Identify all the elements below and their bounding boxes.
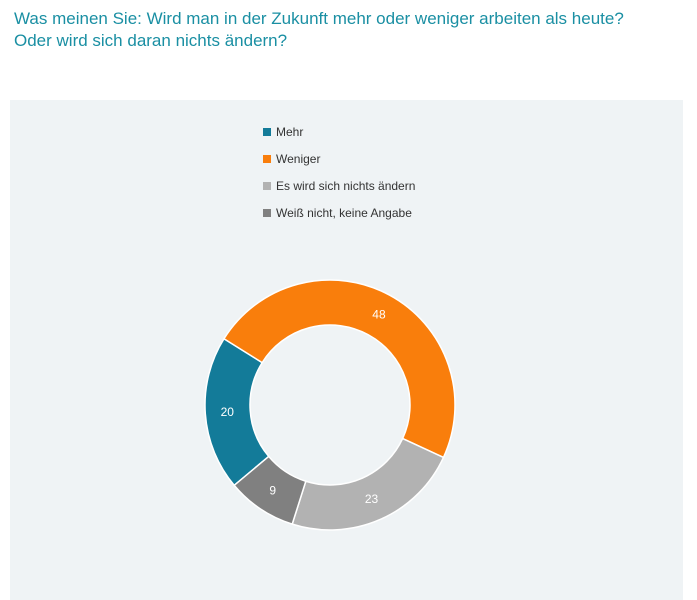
donut-labels: 20 48 23 9 <box>221 307 386 506</box>
legend-item-mehr: Mehr <box>263 118 415 145</box>
data-label-nichts-aendern: 23 <box>365 492 379 506</box>
data-label-weniger: 48 <box>372 307 386 321</box>
legend-item-weiss-nicht: Weiß nicht, keine Angabe <box>263 199 415 226</box>
legend-label-weniger: Weniger <box>276 151 321 166</box>
legend-label-nichts-aendern: Es wird sich nichts ändern <box>276 178 416 193</box>
legend: Mehr Weniger Es wird sich nichts ändern … <box>263 118 415 226</box>
donut-chart: 20 48 23 9 <box>204 279 456 531</box>
legend-swatch-weniger <box>263 154 271 163</box>
legend-label-mehr: Mehr <box>276 124 304 139</box>
chart-title-line-1: Was meinen Sie: Wird man in der Zukunft … <box>14 9 624 28</box>
donut-slice-weniger <box>222 279 456 459</box>
donut-slice-weiss-nicht <box>233 455 307 526</box>
chart-title-line-2: Oder wird sich daran nichts ändern? <box>14 31 288 50</box>
data-label-mehr: 20 <box>221 405 235 419</box>
legend-label-weiss-nicht: Weiß nicht, keine Angabe <box>276 205 412 220</box>
legend-swatch-mehr <box>263 127 271 136</box>
legend-item-weniger: Weniger <box>263 145 415 172</box>
chart-title: Was meinen Sie: Wird man in der Zukunft … <box>14 8 684 52</box>
chart-panel: Mehr Weniger Es wird sich nichts ändern … <box>10 100 683 600</box>
donut-slice-nichts-aendern <box>291 437 445 531</box>
legend-swatch-weiss-nicht <box>263 208 271 217</box>
donut-slices <box>204 279 456 531</box>
legend-item-nichts-aendern: Es wird sich nichts ändern <box>263 172 415 199</box>
legend-swatch-nichts-aendern <box>263 181 271 190</box>
data-label-weiss-nicht: 9 <box>269 484 276 498</box>
